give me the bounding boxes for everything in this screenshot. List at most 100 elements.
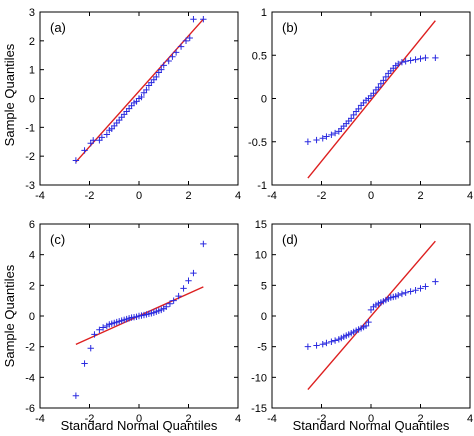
data-point — [328, 131, 335, 139]
x-tick-label: 0 — [136, 413, 142, 425]
x-tick-label: -2 — [317, 413, 327, 425]
data-point — [370, 90, 377, 97]
data-point — [402, 58, 409, 65]
data-point — [166, 300, 174, 307]
data-point — [398, 58, 406, 66]
data-point — [153, 73, 160, 81]
x-tick-label: 4 — [467, 190, 473, 202]
x-tick-label: 4 — [235, 413, 241, 425]
panel-label: (c) — [50, 232, 65, 247]
y-tick-label: 1 — [29, 65, 35, 77]
data-point — [160, 62, 167, 69]
y-tick-label: 10 — [255, 250, 267, 262]
y-tick-label: -5 — [257, 342, 267, 354]
panel-label: (b) — [282, 20, 298, 35]
data-point — [412, 56, 419, 63]
data-point — [138, 93, 145, 101]
x-tick-label: -4 — [35, 413, 45, 425]
x-tick-label: 0 — [368, 190, 374, 202]
data-point — [200, 240, 207, 248]
data-point — [407, 57, 414, 64]
data-point — [395, 60, 402, 68]
y-tick-label: -4 — [25, 372, 35, 384]
data-point — [190, 16, 197, 23]
y-tick-label: -2 — [25, 342, 35, 354]
data-point — [377, 80, 385, 87]
data-point — [319, 341, 326, 348]
data-point — [417, 285, 424, 292]
y-tick-label: 0 — [261, 94, 267, 106]
data-point — [422, 54, 429, 62]
x-tick-label: 2 — [417, 190, 423, 202]
data-point — [375, 84, 382, 91]
data-points — [72, 16, 207, 164]
data-point — [96, 326, 103, 333]
data-point — [172, 49, 180, 56]
data-point — [323, 339, 330, 347]
x-tick-label: -2 — [85, 190, 95, 202]
y-tick-label: -6 — [25, 403, 35, 415]
reference-line — [307, 20, 436, 179]
data-point — [103, 131, 111, 138]
data-point — [175, 292, 182, 300]
data-point — [143, 86, 150, 94]
reference-line — [307, 240, 436, 391]
data-point — [186, 34, 193, 42]
data-point — [328, 338, 335, 345]
data-point — [323, 133, 330, 140]
x-axis-label-right: Standard Normal Quantiles — [293, 418, 450, 433]
data-point — [304, 138, 312, 145]
y-tick-label: 2 — [29, 36, 35, 48]
data-point — [72, 392, 80, 399]
data-point — [407, 288, 414, 295]
y-tick-label: 0 — [261, 311, 267, 323]
data-point — [169, 53, 176, 60]
y-tick-label: -2 — [25, 151, 35, 163]
data-point — [81, 147, 88, 154]
data-point — [200, 16, 207, 23]
panel-1: -4 -2 0 2 4 -3 -2 -1 0 1 2 3 (a) — [25, 7, 241, 202]
data-point — [158, 66, 165, 73]
data-point — [313, 342, 320, 349]
data-point — [170, 297, 177, 304]
data-point — [163, 303, 170, 310]
y-tick-label: 1 — [261, 7, 267, 19]
data-point — [412, 287, 419, 294]
panel-label: (d) — [282, 232, 298, 247]
x-tick-label: -4 — [35, 190, 45, 202]
data-point — [304, 343, 312, 350]
data-point — [87, 345, 94, 352]
y-tick-label: 5 — [261, 280, 267, 292]
y-tick-label: -0.5 — [248, 137, 267, 149]
data-point — [348, 115, 355, 122]
data-point — [313, 136, 320, 144]
y-tick-label: 3 — [29, 7, 35, 19]
x-tick-label: 2 — [185, 413, 191, 425]
reference-line — [75, 18, 204, 163]
x-tick-label: 4 — [467, 413, 473, 425]
data-point — [432, 54, 439, 62]
data-point — [362, 322, 370, 330]
x-tick-label: 4 — [235, 190, 241, 202]
panel-4: -4 -2 0 2 4 -15 -10 -5 0 5 10 15 (d) — [251, 219, 473, 425]
data-points — [304, 54, 439, 145]
data-points — [72, 240, 207, 399]
y-tick-label: 6 — [29, 219, 35, 231]
y-tick-label: 0 — [29, 94, 35, 106]
data-point — [182, 37, 190, 45]
x-tick-label: -4 — [267, 413, 277, 425]
y-tick-label: 4 — [29, 250, 35, 262]
data-point — [177, 43, 185, 50]
y-tick-label: 2 — [29, 280, 35, 292]
y-tick-label: -1 — [25, 122, 35, 134]
panel-label: (a) — [50, 20, 66, 35]
data-point — [398, 290, 406, 298]
y-tick-label: 0.5 — [252, 50, 267, 62]
data-point — [331, 129, 339, 137]
y-tick-label: -15 — [251, 403, 267, 415]
data-point — [355, 105, 362, 113]
panel-2: -4 -2 0 2 4 -1 -0.5 0 0.5 1 (b) — [248, 7, 473, 202]
x-tick-label: 0 — [136, 190, 142, 202]
